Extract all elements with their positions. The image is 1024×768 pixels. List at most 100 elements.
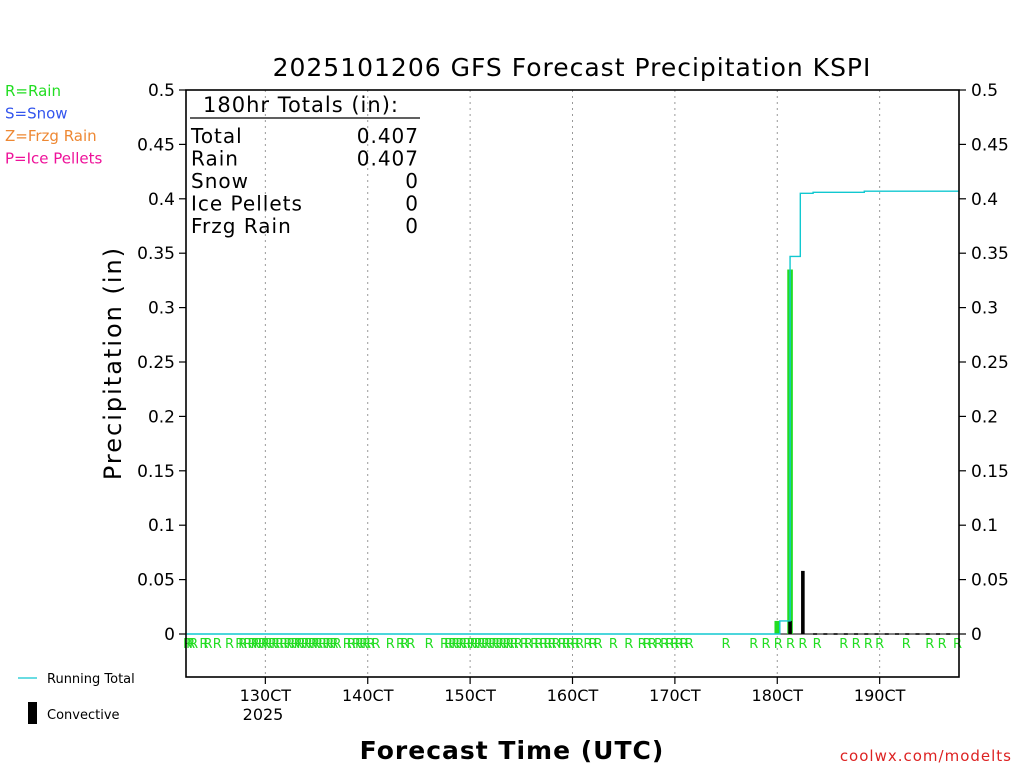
ptype-marker: R (506, 637, 515, 652)
y-tick-label-right: 0.25 (971, 353, 1009, 373)
precip-bar (774, 620, 781, 634)
totals-value: 0 (405, 214, 419, 238)
ptype-marker: R (308, 637, 317, 652)
ptype-marker: R (186, 637, 195, 652)
y-tick-label-right: 0.3 (971, 299, 998, 319)
totals-value: 0 (405, 192, 419, 216)
ptype-marker: R (425, 637, 434, 652)
ptype-marker: R (575, 637, 584, 652)
ptype-marker: R (852, 637, 861, 652)
y-tick-label-left: 0.1 (148, 516, 175, 536)
ptype-legend-item: Z=Frzg Rain (5, 127, 97, 145)
y-axis-label: Precipitation (in) (99, 246, 127, 480)
ptype-marker: R (670, 637, 679, 652)
ptype-marker: R (680, 637, 689, 652)
ptype-marker: R (474, 637, 483, 652)
y-tick-label-left: 0.35 (137, 244, 175, 264)
y-tick-label-right: 0.15 (971, 462, 1009, 482)
ptype-marker: R (254, 637, 263, 652)
x-tick-label: 160CT (547, 686, 599, 705)
ptype-marker: R (502, 637, 511, 652)
ptype-marker: R (470, 637, 479, 652)
ptype-marker: R (258, 637, 267, 652)
running-total-layer (186, 190, 959, 635)
ptype-marker: R (213, 637, 222, 652)
ptype-marker: R (199, 637, 208, 652)
ptype-marker: R (539, 637, 548, 652)
ptype-marker: R (279, 637, 288, 652)
ptype-marker: R (491, 637, 500, 652)
y-tick-label-right: 0 (971, 625, 982, 645)
ptype-marker: R (304, 637, 313, 652)
totals-label: Ice Pellets (191, 192, 303, 216)
ptype-marker: R (332, 637, 341, 652)
ptype-marker: R (953, 637, 962, 652)
ptype-marker: R (562, 637, 571, 652)
ptype-marker: R (275, 637, 284, 652)
ptype-marker: R (488, 637, 497, 652)
y-tick-label-left: 0.4 (148, 190, 175, 210)
ptype-marker: R (594, 637, 603, 652)
ptype-marker: R (477, 637, 486, 652)
x-tick-label: 130CT (240, 686, 292, 705)
ptype-marker: R (325, 637, 334, 652)
x-tick-label: 180CT (752, 686, 804, 705)
y-ticks: 0 00.05 0.050.1 0.10.15 0.150.2 0.20.25 0.250.… (137, 81, 1009, 645)
totals-label: Rain (191, 147, 239, 171)
ptype-marker: R (643, 637, 652, 652)
ptype-marker: R (588, 637, 597, 652)
ptype-marker: R (510, 637, 519, 652)
totals-rows: Total 0.407 Rain 0.407 Snow 0 Ice Pellets 0 Frzg… (190, 124, 419, 238)
running-total-legend-label: Running Total (47, 672, 135, 687)
ptype-marker: R (362, 637, 371, 652)
ptype-marker: R (685, 637, 694, 652)
ptype-marker: R (484, 637, 493, 652)
y-tick-label-left: 0 (164, 625, 175, 645)
convective-legend-swatch (28, 702, 37, 724)
ptype-marker: R (400, 637, 409, 652)
ptype-marker: R (243, 637, 252, 652)
ptype-legend-item: S=Snow (5, 105, 68, 123)
ptype-marker: R (301, 637, 310, 652)
ptype-marker: R (343, 637, 352, 652)
watermark: coolwx.com/modelts (840, 747, 1012, 765)
ptype-marker: R (813, 637, 822, 652)
ptype-marker: R (571, 637, 580, 652)
ptype-marker: R (543, 637, 552, 652)
ptype-marker: R (638, 637, 647, 652)
ptype-legend-item: P=Ice Pellets (5, 150, 102, 168)
ptype-marker: R (761, 637, 770, 652)
totals-value: 0.407 (357, 124, 419, 148)
ptype-marker: R (271, 637, 280, 652)
ptype-marker: R (624, 637, 633, 652)
ptype-marker: R (798, 637, 807, 652)
ptype-marker: R (654, 637, 663, 652)
ptype-marker: R (248, 637, 257, 652)
ptype-marker: R (183, 637, 192, 652)
ptype-marker: R (458, 637, 467, 652)
ptype-marker: R (451, 637, 460, 652)
ptype-marker: R (311, 637, 320, 652)
ptype-marker: R (283, 637, 292, 652)
ptype-marker: R (495, 637, 504, 652)
ptype-marker: R (355, 637, 364, 652)
y-tick-label-right: 0.1 (971, 516, 998, 536)
y-tick-label-left: 0.25 (137, 353, 175, 373)
ptype-marker: R (786, 637, 795, 652)
running-total-line (186, 190, 959, 635)
y-tick-label-right: 0.2 (971, 407, 998, 427)
ptype-marker: R (467, 637, 476, 652)
x-tick-label: 190CT (854, 686, 906, 705)
ptype-marker: R (722, 637, 731, 652)
ptype-marker: R (314, 637, 323, 652)
ptype-marker: R (386, 637, 395, 652)
ptype-marker: R (286, 637, 295, 652)
chart-title: 2025101206 GFS Forecast Precipitation KS… (273, 53, 872, 82)
ptype-marker: R (648, 637, 657, 652)
ptype-marker: R (925, 637, 934, 652)
ptype-marker: R (463, 637, 472, 652)
y-tick-label-left: 0.3 (148, 299, 175, 319)
ptype-marker: R (552, 637, 561, 652)
y-tick-label-left: 0.2 (148, 407, 175, 427)
